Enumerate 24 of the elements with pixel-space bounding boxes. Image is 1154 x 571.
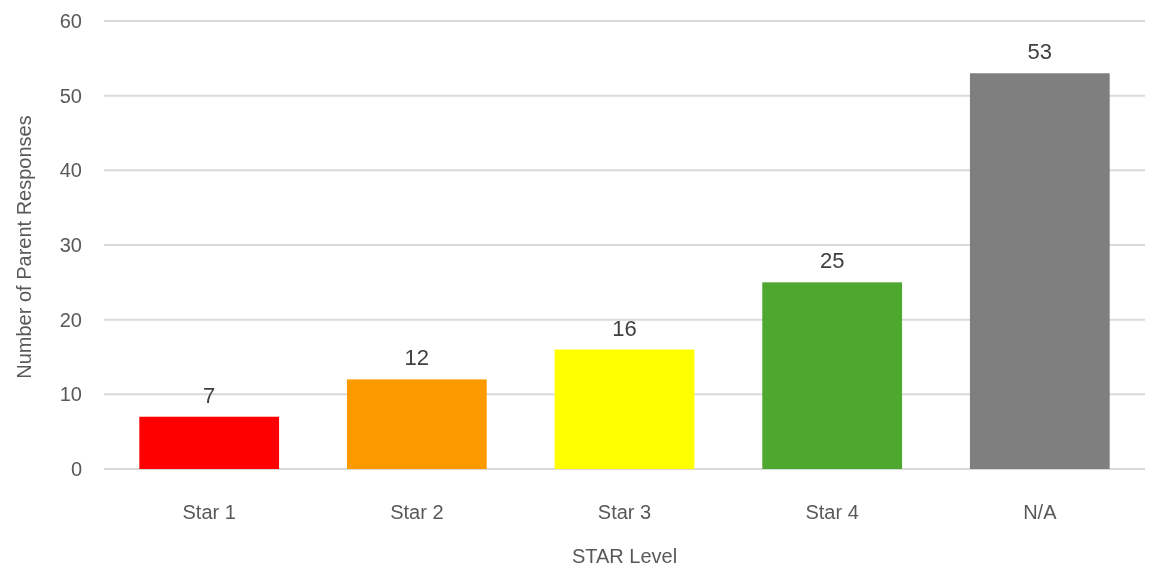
data-label: 16 bbox=[612, 315, 637, 341]
y-tick-label: 10 bbox=[59, 383, 82, 406]
data-label: 12 bbox=[404, 345, 430, 371]
data-label: 7 bbox=[203, 382, 216, 408]
x-tick-label: N/A bbox=[1023, 501, 1058, 523]
y-tick-label: 20 bbox=[59, 308, 82, 331]
data-label: 53 bbox=[1027, 39, 1053, 65]
x-tick-label: Star 4 bbox=[805, 501, 859, 523]
bar bbox=[139, 416, 280, 469]
x-tick-label: Star 2 bbox=[390, 501, 444, 523]
bar bbox=[554, 349, 695, 469]
y-tick-label: 60 bbox=[59, 10, 82, 32]
y-tick-label: 0 bbox=[70, 458, 82, 480]
data-label: 25 bbox=[819, 248, 845, 274]
y-tick-label: 30 bbox=[59, 234, 82, 256]
bar bbox=[346, 379, 487, 469]
bar bbox=[762, 282, 903, 469]
x-tick-label: Star 3 bbox=[597, 501, 652, 523]
y-tick-label: 40 bbox=[59, 159, 82, 182]
bar bbox=[969, 73, 1110, 469]
y-axis-title: Number of Parent Responses bbox=[13, 115, 35, 379]
y-tick-label: 50 bbox=[59, 84, 82, 107]
x-tick-label: Star 1 bbox=[182, 501, 236, 523]
x-axis-title: STAR Level bbox=[571, 545, 678, 567]
